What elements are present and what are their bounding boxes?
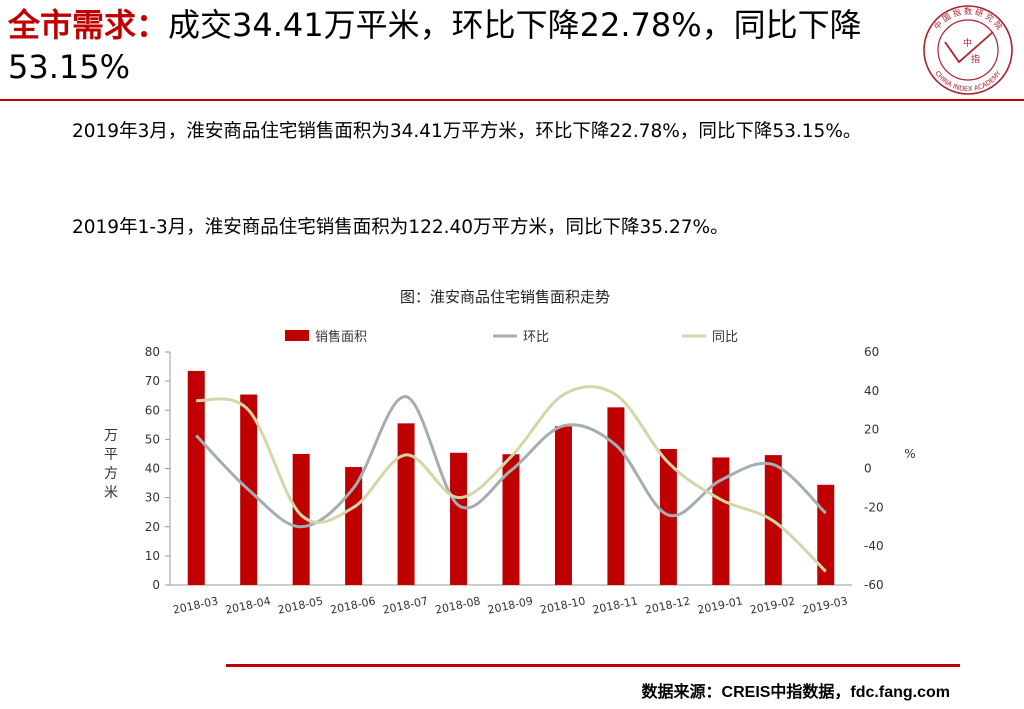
y2-tick-label: 0 — [864, 462, 872, 476]
x-axis-labels: 2018-03 2018-04 2018-05 2018-06 2018-07 2018-… — [172, 594, 849, 616]
china-index-academy-logo: 中 国 指 数 研 究 院 CHINA INDEX ACADEMY 中 指 — [923, 5, 1013, 95]
bar — [187, 370, 205, 585]
y-tick-label: 10 — [145, 549, 160, 563]
y-axis-title-char: 米 — [104, 485, 118, 501]
y-axis-title-char: 万 — [104, 428, 118, 444]
y-tick-label: 0 — [152, 578, 160, 592]
y2-tick-label: 20 — [864, 423, 879, 437]
y2-tick-label: 40 — [864, 384, 879, 398]
y-tick-label: 20 — [145, 520, 160, 534]
y2-axis-title: % — [904, 447, 915, 461]
legend-label: 销售面积 — [315, 329, 367, 345]
y2-tick-label: -20 — [864, 500, 884, 514]
line-series — [195, 385, 827, 573]
x-tick-label: 2018-04 — [224, 594, 272, 616]
footer-divider — [226, 664, 960, 667]
x-tick-label: 2018-07 — [382, 594, 430, 616]
legend-label: 环比 — [523, 330, 549, 345]
title-text: 成交34.41万平米，环比下降22.78%，同比下降53.15% — [8, 6, 862, 86]
y-tick-label: 50 — [145, 432, 160, 446]
y-axis-title-char: 方 — [104, 466, 118, 482]
paragraph-1: 2019年3月，淮安商品住宅销售面积为34.41万平方米，环比下降22.78%，… — [72, 121, 862, 142]
bar — [345, 467, 363, 585]
logo-center-char-2: 指 — [971, 53, 980, 65]
title-highlight: 全市需求： — [8, 6, 169, 44]
y2-tick-label: 60 — [864, 345, 879, 359]
y-axis-title-char: 平 — [104, 447, 118, 463]
legend-label: 同比 — [712, 330, 738, 345]
bar — [712, 457, 730, 585]
y-tick-label: 40 — [145, 462, 160, 476]
y-tick-label: 30 — [145, 491, 160, 505]
y-tick-label: 60 — [145, 403, 160, 417]
data-source: 数据来源：CREIS中指数据，fdc.fang.com — [641, 684, 950, 701]
line-同比 — [195, 385, 827, 573]
x-tick-label: 2018-06 — [329, 594, 377, 616]
x-tick-label: 2018-11 — [591, 594, 639, 616]
page-title: 全市需求：成交34.41万平米，环比下降22.78%，同比下降53.15% — [8, 4, 913, 88]
logo-center-char: 中 — [963, 37, 972, 49]
header-divider — [0, 99, 1024, 101]
y2-tick-label: -40 — [864, 539, 884, 553]
y2-tick-label: -60 — [864, 578, 884, 592]
x-tick-label: 2018-08 — [434, 594, 482, 616]
line-环比 — [195, 395, 827, 529]
x-tick-label: 2018-05 — [277, 594, 325, 616]
x-tick-label: 2019-03 — [801, 594, 849, 616]
x-tick-label: 2019-02 — [749, 594, 797, 616]
bar — [450, 452, 468, 585]
bar — [502, 454, 520, 585]
legend-swatch-bar — [285, 330, 309, 341]
bar — [607, 407, 625, 585]
chart-axes: 0 10 20 30 40 50 60 70 80 -60 -40 -20 0 20 40 60 万平方米% — [104, 345, 916, 592]
bar — [554, 426, 572, 585]
x-tick-label: 2018-03 — [172, 594, 220, 616]
bar-series — [187, 370, 835, 585]
x-tick-label: 2019-01 — [696, 594, 744, 616]
sales-area-chart: 图：淮安商品住宅销售面积走势 销售面积 环比 同比 0 10 20 30 40 50 60 70 8… — [104, 288, 916, 617]
chart-title: 图：淮安商品住宅销售面积走势 — [400, 288, 610, 306]
bar — [292, 453, 310, 585]
y-tick-label: 80 — [145, 345, 160, 359]
x-tick-label: 2018-12 — [644, 594, 692, 616]
bar — [397, 423, 415, 585]
chart-legend: 销售面积 环比 同比 — [285, 329, 738, 345]
x-tick-label: 2018-10 — [539, 594, 587, 616]
bar — [659, 448, 677, 585]
x-tick-label: 2018-09 — [486, 594, 534, 616]
paragraph-2: 2019年1-3月，淮安商品住宅销售面积为122.40万平方米，同比下降35.2… — [72, 217, 729, 238]
y-tick-label: 70 — [145, 374, 160, 388]
